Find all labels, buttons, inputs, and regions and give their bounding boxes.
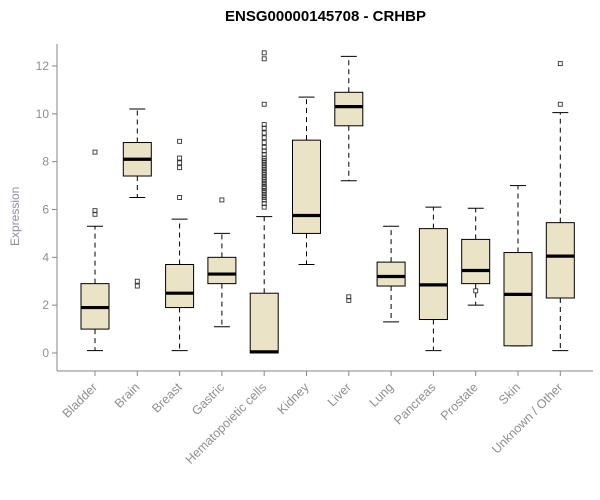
iqr-box	[292, 139, 321, 234]
iqr-box	[249, 292, 279, 354]
x-category-label: Gastric	[189, 380, 227, 418]
outlier-point	[219, 197, 225, 203]
outlier-point	[261, 135, 267, 141]
box-pancreas	[418, 206, 448, 352]
x-category-label: Brain	[112, 380, 143, 411]
box-bladder	[80, 149, 110, 352]
box-skin	[503, 185, 533, 347]
iqr-box	[334, 91, 364, 127]
outlier-point	[557, 61, 563, 67]
outlier-point	[261, 140, 267, 145]
x-category-label: Hematopoietic cells	[183, 380, 270, 467]
outlier-point	[261, 101, 267, 107]
outlier-point	[261, 130, 267, 136]
iqr-box	[207, 256, 237, 285]
box-liver	[334, 55, 364, 303]
x-category-label: Prostate	[438, 380, 481, 423]
outlier-point	[177, 155, 183, 161]
iqr-box	[503, 252, 533, 347]
chart-title: ENSG00000145708 - CRHBP	[225, 8, 426, 25]
outlier-point	[177, 165, 183, 171]
y-tick-label: 8	[42, 155, 49, 169]
x-category-label: Bladder	[60, 380, 100, 420]
outlier-point	[346, 294, 352, 300]
iqr-box	[418, 228, 448, 321]
iqr-box	[545, 222, 575, 299]
outlier-point	[177, 195, 183, 200]
y-tick-label: 4	[42, 250, 49, 264]
y-tick-label: 12	[36, 59, 50, 73]
iqr-box	[376, 261, 406, 287]
box-unknown-other	[545, 61, 575, 352]
box-kidney	[292, 96, 321, 266]
outlier-point	[261, 56, 267, 62]
box-breast	[165, 138, 195, 352]
outlier-point	[473, 288, 479, 294]
y-tick-label: 6	[42, 203, 49, 217]
box-brain	[122, 108, 152, 289]
outlier-point	[92, 208, 98, 214]
outlier-point	[92, 149, 98, 155]
outlier-point	[177, 138, 183, 144]
outlier-point	[261, 50, 267, 56]
iqr-box	[165, 264, 195, 309]
x-category-label: Pancreas	[391, 380, 438, 427]
x-category-label: Lung	[367, 380, 397, 410]
box-prostate	[461, 207, 491, 306]
box-hematopoietic-cells	[249, 50, 279, 354]
x-category-label: Breast	[149, 380, 185, 416]
outlier-point	[557, 101, 563, 107]
x-category-label: Kidney	[275, 380, 312, 417]
outlier-point	[134, 283, 140, 289]
box-lung	[376, 225, 406, 323]
x-category-label: Skin	[496, 380, 523, 407]
y-tick-label: 0	[42, 346, 49, 360]
outlier-point	[134, 278, 140, 284]
outlier-point	[261, 122, 267, 128]
outlier-point	[177, 160, 183, 166]
box-gastric	[207, 197, 237, 328]
x-category-label: Liver	[325, 380, 354, 409]
y-tick-label: 2	[42, 298, 49, 312]
outlier-point	[261, 144, 267, 150]
iqr-box	[461, 238, 491, 285]
y-tick-label: 10	[36, 107, 50, 121]
